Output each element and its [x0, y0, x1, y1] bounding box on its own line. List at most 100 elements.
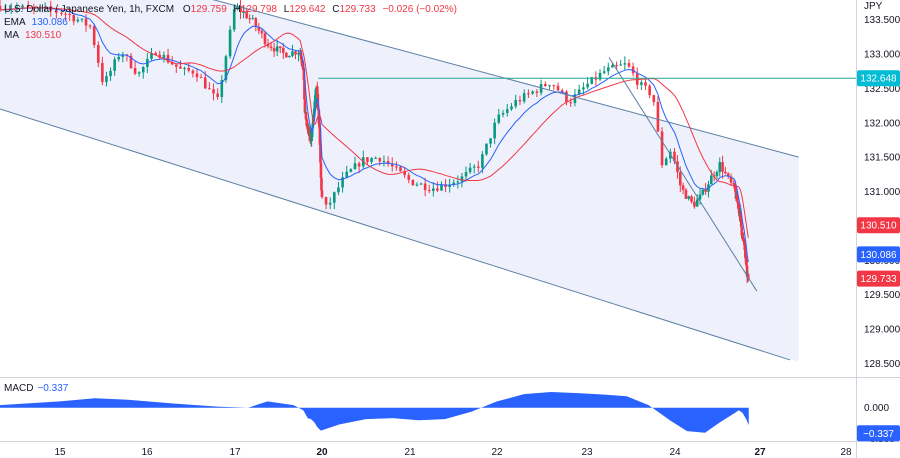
candle: [191, 69, 195, 78]
candle: [415, 182, 419, 187]
candle: [297, 49, 300, 62]
candle: [386, 156, 390, 167]
candle: [333, 191, 336, 210]
candle: [166, 48, 170, 64]
level-tag: 132.648: [857, 70, 900, 87]
macd-legend[interactable]: MACD −0.337: [4, 383, 69, 394]
ohlc-low: 129.642: [289, 4, 326, 15]
candle: [236, 3, 239, 11]
candle: [527, 89, 530, 98]
candle: [586, 77, 589, 90]
candle: [648, 84, 651, 99]
candle: [701, 189, 705, 196]
candle: [569, 98, 573, 107]
candle: [577, 84, 581, 96]
macd-pane[interactable]: [0, 392, 749, 433]
candle: [560, 88, 564, 94]
candle: [407, 172, 411, 184]
candle: [452, 179, 456, 187]
ema-tag: 130.086: [857, 246, 900, 263]
candle: [269, 41, 273, 52]
candle: [212, 83, 215, 101]
channel-fill: [0, 0, 799, 362]
ema-legend[interactable]: EMA 130.086: [4, 17, 68, 28]
candles: [0, 0, 750, 284]
svg-text:−0.337: −0.337: [863, 429, 894, 440]
candle: [228, 25, 232, 59]
candle: [162, 51, 166, 63]
candle: [382, 155, 386, 167]
candle: [687, 195, 691, 201]
candle: [627, 59, 631, 69]
candle: [199, 73, 203, 79]
candle: [251, 14, 255, 20]
candle: [724, 166, 727, 175]
candle: [548, 84, 551, 90]
candle: [652, 94, 656, 106]
price-pane[interactable]: [0, 0, 856, 362]
price-tick-label: 132.500: [864, 84, 900, 95]
candle: [468, 162, 472, 175]
candle: [419, 182, 423, 185]
trend-line[interactable]: [608, 57, 758, 292]
candle: [399, 165, 402, 172]
candle: [294, 49, 297, 60]
candle: [522, 89, 526, 104]
candle: [745, 259, 749, 284]
svg-text:130.086: 130.086: [860, 250, 897, 261]
candle: [291, 44, 294, 58]
candle: [187, 63, 191, 73]
candle: [158, 50, 162, 60]
candle: [26, 0, 30, 8]
candle: [275, 40, 279, 57]
ohlc-open: 129.759: [191, 4, 228, 15]
candle: [220, 75, 224, 103]
candle: [260, 28, 264, 39]
candle: [303, 79, 306, 100]
candle: [60, 11, 63, 16]
candle: [448, 178, 451, 193]
candle: [245, 7, 248, 20]
candle: [411, 179, 415, 186]
candle: [285, 51, 288, 58]
candle: [357, 161, 361, 173]
price-tags: 132.648 130.510 130.086 129.733 −0.337: [857, 70, 900, 442]
legend: U.S. Dollar / Japanese Yen, 1h, FXCM O12…: [4, 4, 457, 394]
channel-upper-line[interactable]: [0, 0, 799, 158]
candle: [239, 0, 242, 19]
channel-lower-line[interactable]: [0, 108, 791, 361]
candle: [664, 156, 668, 166]
candle: [640, 80, 643, 91]
candle: [113, 56, 116, 76]
candle: [493, 118, 496, 145]
price-tick-label: 129.500: [864, 290, 900, 301]
candle: [693, 196, 696, 209]
price-tick-label: 133.000: [864, 50, 900, 61]
candle: [324, 196, 328, 210]
candle: [141, 66, 145, 79]
candle: [254, 17, 258, 32]
candle: [96, 41, 100, 68]
candle: [718, 157, 722, 177]
candle: [150, 47, 153, 61]
candle: [175, 64, 178, 73]
candle: [432, 182, 435, 197]
candle: [501, 109, 505, 118]
ohlc-high: 129.798: [241, 4, 278, 15]
candle: [281, 43, 285, 60]
candle: [288, 55, 291, 58]
ma-legend[interactable]: MA 130.510: [4, 30, 62, 41]
time-axis[interactable]: 15 16 17 20 21 22 23 24 27 28: [54, 447, 852, 458]
candle: [195, 68, 199, 82]
candle: [514, 94, 518, 109]
candle: [681, 182, 685, 195]
candle: [55, 8, 58, 19]
time-tick-label: 21: [404, 447, 416, 458]
candle: [306, 122, 309, 134]
candle: [272, 42, 276, 58]
candle: [489, 138, 492, 148]
candle: [76, 16, 80, 23]
candle: [505, 104, 509, 117]
candle: [476, 160, 480, 173]
